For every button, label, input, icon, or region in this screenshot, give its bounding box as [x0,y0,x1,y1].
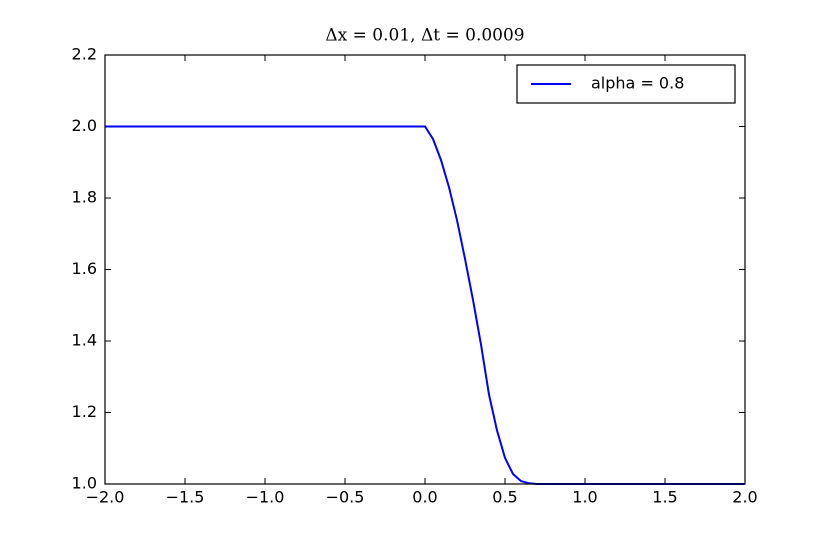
x-tick-label: 0.0 [412,488,437,507]
legend-box [516,64,736,104]
y-tick-label: 2.2 [72,45,97,64]
y-tick-label: 1.0 [72,474,97,493]
x-tick-label: −1.5 [166,488,205,507]
y-tick-label: 1.4 [72,331,97,350]
y-tick-label: 1.6 [72,259,97,278]
y-tick-label: 2.0 [72,116,97,135]
x-tick-label: −1.0 [246,488,285,507]
x-tick-label: 0.5 [492,488,517,507]
x-tick-label: −0.5 [326,488,365,507]
x-tick-label: 2.0 [732,488,757,507]
chart-title: Δx = 0.01, Δt = 0.0009 [325,26,524,46]
line [105,125,745,485]
y-tick-label: 1.8 [72,188,97,207]
plot-frame [104,54,746,485]
x-tick-label: 1.0 [572,488,597,507]
y-tick-label: 1.2 [72,402,97,421]
legend-label: alpha = 0.8 [591,74,684,93]
x-tick-label: 1.5 [652,488,677,507]
x-tick-label: −2.0 [86,488,125,507]
